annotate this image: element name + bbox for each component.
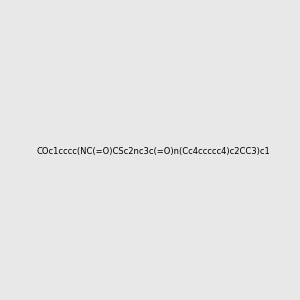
- Text: COc1cccc(NC(=O)CSc2nc3c(=O)n(Cc4ccccc4)c2CC3)c1: COc1cccc(NC(=O)CSc2nc3c(=O)n(Cc4ccccc4)c…: [37, 147, 271, 156]
